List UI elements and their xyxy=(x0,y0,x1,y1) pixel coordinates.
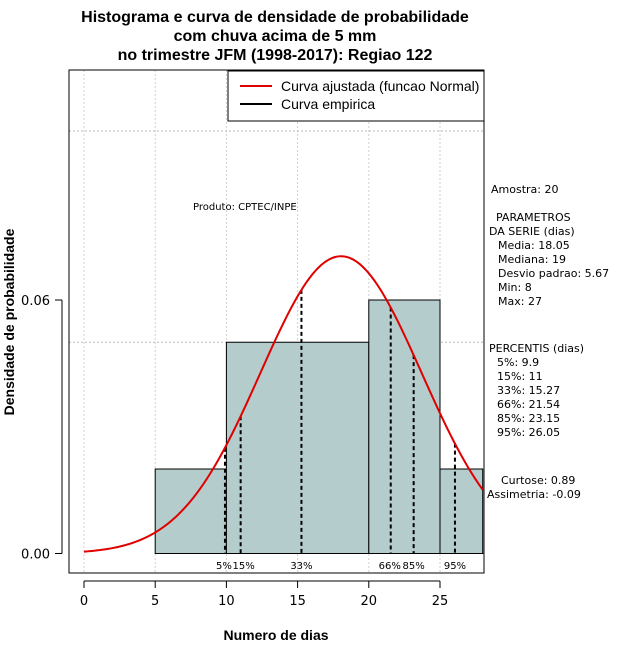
x-tick-label: 5 xyxy=(151,594,159,609)
chart-title-line-3: no trimestre JFM (1998-2017): Regiao 122 xyxy=(118,47,433,64)
stat-params-title-2: DA SERIE (dias) xyxy=(489,225,575,238)
legend-label-empirical: Curva empirica xyxy=(281,96,375,112)
y-tick-label: 0.00 xyxy=(21,548,50,563)
stat-p15: 15%: 11 xyxy=(497,370,543,383)
stat-skewness: Assimetria: -0.09 xyxy=(487,488,581,501)
percentile-label: 5% xyxy=(216,561,232,572)
x-tick-label: 15 xyxy=(289,594,306,609)
normal-curve xyxy=(83,255,484,553)
stat-p33: 33%: 15.27 xyxy=(497,384,560,397)
histogram-bar xyxy=(225,341,370,554)
histogram-bars xyxy=(154,299,484,554)
legend-label-normal: Curva ajustada (funcao Normal) xyxy=(281,78,479,94)
histogram-bar xyxy=(368,299,441,554)
stat-mean: Media: 18.05 xyxy=(498,239,570,252)
percentile-label: 33% xyxy=(290,561,312,572)
percentile-label: 95% xyxy=(444,561,466,572)
stat-percentiles-title: PERCENTIS (dias) xyxy=(489,342,584,355)
stat-p95: 95%: 26.05 xyxy=(497,426,560,439)
stat-stddev: Desvio padrao: 5.67 xyxy=(498,267,609,280)
stat-p66: 66%: 21.54 xyxy=(497,398,560,411)
percentile-label: 15% xyxy=(233,561,255,572)
product-note: Produto: CPTEC/INPE xyxy=(193,202,297,213)
stat-max: Max: 27 xyxy=(498,295,542,308)
x-axis-title: Numero de dias xyxy=(223,627,328,643)
stat-median: Mediana: 19 xyxy=(498,253,566,266)
y-axis-title: Densidade de probabilidade xyxy=(1,228,17,415)
percentile-lines: 5% 15% 33% 66% 85% 95% xyxy=(216,289,466,572)
stats-panel: Amostra: 20 PARAMETROS DA SERIE (dias) M… xyxy=(487,183,609,501)
y-tick-label: 0.06 xyxy=(21,294,50,309)
percentile-label: 85% xyxy=(403,561,425,572)
axes: 0 5 10 15 20 25 0.00 0.06 xyxy=(21,294,448,609)
legend-box xyxy=(227,70,485,122)
x-tick-label: 20 xyxy=(361,594,378,609)
stat-min: Min: 8 xyxy=(498,281,532,294)
stat-p5: 5%: 9.9 xyxy=(497,356,539,369)
stat-p85: 85%: 23.15 xyxy=(497,412,560,425)
x-tick-label: 10 xyxy=(218,594,235,609)
histogram-bar xyxy=(154,468,227,554)
stat-params-title-1: PARAMETROS xyxy=(496,211,571,224)
plot-frame xyxy=(68,69,485,574)
legend: Curva ajustada (funcao Normal) Curva emp… xyxy=(227,70,485,122)
chart-title-line-1: Histograma e curva de densidade de proba… xyxy=(81,9,469,26)
x-tick-label: 25 xyxy=(432,594,449,609)
stat-sample: Amostra: 20 xyxy=(491,183,558,196)
stat-kurtosis: Curtose: 0.89 xyxy=(501,474,575,487)
percentile-label: 66% xyxy=(379,561,401,572)
x-tick-label: 0 xyxy=(80,594,88,609)
chart-title-line-2: com chuva acima de 5 mm xyxy=(174,28,377,45)
normal-curve-layer xyxy=(83,255,484,553)
